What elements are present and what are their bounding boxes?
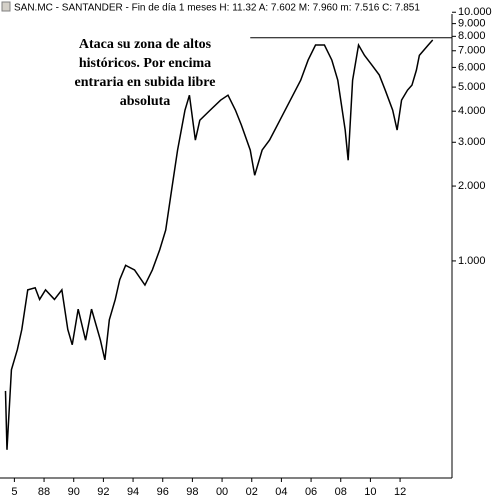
x-tick-label: 04 <box>275 486 287 498</box>
y-tick-label: 9.000 <box>458 18 486 30</box>
y-tick-label: 4.000 <box>458 105 486 117</box>
annotation-line: absoluta <box>120 94 171 109</box>
annotation-line: entraria en subida libre <box>75 75 216 90</box>
y-tick-label: 10.000 <box>458 6 492 18</box>
y-tick-label: 7.000 <box>458 45 486 57</box>
annotation-line: Ataca su zona de altos <box>79 37 212 52</box>
x-tick-label: 94 <box>127 486 139 498</box>
x-tick-label: 98 <box>186 486 198 498</box>
x-tick-label: 92 <box>97 486 109 498</box>
annotation: Ataca su zona de altos históricos. Por en… <box>75 37 216 109</box>
y-tick-label: 5.000 <box>458 81 486 93</box>
header-icon <box>1 1 11 12</box>
x-tick-label: 08 <box>335 486 347 498</box>
y-tick-label: 6.000 <box>458 61 486 73</box>
x-tick-label: 02 <box>246 486 258 498</box>
chart-title: SAN.MC - SANTANDER - Fin de día 1 meses … <box>14 3 420 14</box>
price-line <box>4 39 434 450</box>
x-tick-label: 88 <box>38 486 50 498</box>
x-tick-label: 00 <box>216 486 228 498</box>
x-tick-label: 10 <box>364 486 376 498</box>
y-tick-label: 2.000 <box>458 180 486 192</box>
x-tick-label: 12 <box>394 486 406 498</box>
y-tick-label: 8.000 <box>458 30 486 42</box>
x-tick-label: 96 <box>157 486 169 498</box>
x-tick-label: 90 <box>68 486 80 498</box>
x-tick-label: 5 <box>11 486 17 498</box>
x-tick-label: 06 <box>305 486 317 498</box>
annotation-line: históricos. Por encima <box>79 56 211 71</box>
y-tick-label: 1.000 <box>458 255 486 267</box>
y-tick-label: 3.000 <box>458 136 486 148</box>
